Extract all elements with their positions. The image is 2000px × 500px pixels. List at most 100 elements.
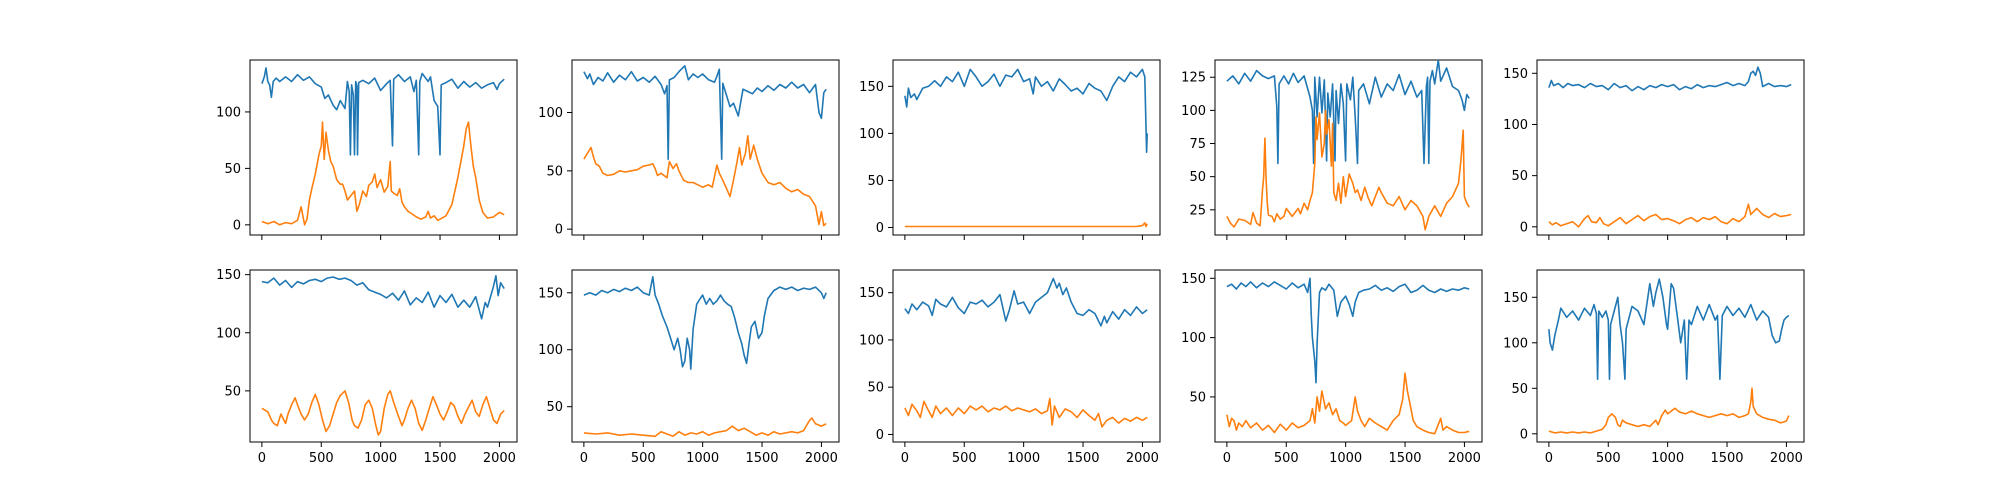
y-tick-label: 100 <box>216 326 241 341</box>
series-2-line <box>1226 372 1470 435</box>
x-tick-label: 2000 <box>1448 451 1481 466</box>
x-tick-label: 1000 <box>1329 451 1362 466</box>
subplot-8: 0 500 1000 1500 2000 0 50 100 150 <box>859 269 1161 466</box>
y-tick-label: 150 <box>538 286 563 301</box>
series-1-line <box>1226 60 1470 165</box>
y-tick-label: 100 <box>538 106 563 121</box>
axes-frame <box>571 269 840 443</box>
y-tick-label: 150 <box>1181 272 1206 287</box>
series-2-line <box>1548 203 1792 228</box>
axes-frame <box>249 59 518 236</box>
x-tick-label: 1500 <box>423 451 456 466</box>
series-2-line <box>261 390 505 436</box>
x-tick-label: 0 <box>901 451 909 466</box>
y-tick-label: 0 <box>876 428 884 443</box>
series-1-line <box>261 67 505 156</box>
x-tick-label: 1000 <box>1007 451 1040 466</box>
y-tick-label: 150 <box>1503 67 1528 82</box>
y-tick-label: 125 <box>1181 71 1206 86</box>
series-1-line <box>583 65 827 160</box>
axes-frame <box>1536 59 1805 236</box>
y-tick-label: 100 <box>1181 104 1206 119</box>
subplot-7: 0 500 1000 1500 2000 50 100 150 <box>538 269 840 466</box>
axes-frame <box>1214 269 1483 443</box>
x-tick-label: 1500 <box>1066 451 1099 466</box>
series-1-line <box>904 68 1148 153</box>
x-tick-label: 500 <box>1596 451 1621 466</box>
series-2-line <box>904 397 1148 428</box>
x-tick-label: 1000 <box>364 451 397 466</box>
x-tick-label: 2000 <box>1770 451 1803 466</box>
y-tick-label: 0 <box>233 218 241 233</box>
x-tick-label: 2000 <box>1126 451 1159 466</box>
y-tick-label: 100 <box>216 105 241 120</box>
axes-frame <box>892 59 1161 236</box>
y-tick-label: 150 <box>1503 291 1528 306</box>
y-tick-label: 150 <box>859 286 884 301</box>
series-1-line <box>1548 278 1790 380</box>
y-tick-label: 0 <box>876 221 884 236</box>
axes-frame <box>1536 269 1805 443</box>
x-tick-label: 1000 <box>1651 451 1684 466</box>
subplot-1: 0 50 100 <box>216 59 518 240</box>
x-tick-label: 500 <box>631 451 656 466</box>
axes-frame <box>571 59 840 236</box>
y-tick-label: 50 <box>1189 390 1206 405</box>
x-tick-label: 1500 <box>1710 451 1743 466</box>
x-tick-label: 2000 <box>805 451 838 466</box>
x-tick-label: 1500 <box>1388 451 1421 466</box>
y-tick-label: 50 <box>224 384 241 399</box>
x-tick-label: 0 <box>258 451 266 466</box>
y-tick-label: 50 <box>867 174 884 189</box>
x-tick-label: 1500 <box>745 451 778 466</box>
subplot-6: 0 500 1000 1500 2000 50 100 150 <box>216 268 518 466</box>
y-tick-label: 50 <box>1189 170 1206 185</box>
y-tick-label: 150 <box>216 268 241 283</box>
series-2-line <box>583 135 827 227</box>
y-tick-label: 100 <box>1503 336 1528 351</box>
y-tick-label: 100 <box>538 343 563 358</box>
x-tick-label: 500 <box>952 451 977 466</box>
axes-frame <box>892 269 1161 443</box>
series-1-line <box>583 276 827 370</box>
y-tick-label: 100 <box>1503 118 1528 133</box>
series-1-line <box>1548 66 1792 92</box>
series-2-line <box>904 222 1148 228</box>
axes-frame <box>1214 59 1483 236</box>
series-2-line <box>261 121 505 226</box>
subplot-3: 0 50 100 150 <box>859 59 1161 240</box>
y-tick-label: 100 <box>859 127 884 142</box>
series-2-line <box>1548 387 1790 434</box>
subplot-2: 0 50 100 <box>538 59 840 240</box>
x-tick-label: 500 <box>309 451 334 466</box>
y-tick-label: 50 <box>224 162 241 177</box>
y-tick-label: 25 <box>1189 203 1206 218</box>
y-tick-label: 50 <box>1511 169 1528 184</box>
y-tick-label: 0 <box>1520 220 1528 235</box>
y-tick-label: 75 <box>1189 137 1206 152</box>
y-tick-label: 150 <box>859 80 884 95</box>
x-tick-label: 500 <box>1274 451 1299 466</box>
subplot-4: 25 50 75 100 125 <box>1181 59 1483 240</box>
x-tick-label: 1000 <box>686 451 719 466</box>
series-2-line <box>583 417 827 438</box>
x-tick-label: 0 <box>1223 451 1231 466</box>
y-tick-label: 100 <box>859 333 884 348</box>
y-tick-label: 50 <box>1511 382 1528 397</box>
y-tick-label: 50 <box>546 400 563 415</box>
x-tick-label: 2000 <box>483 451 516 466</box>
y-tick-label: 100 <box>1181 331 1206 346</box>
y-tick-label: 0 <box>1520 427 1528 442</box>
y-tick-label: 50 <box>867 381 884 396</box>
y-tick-label: 50 <box>546 164 563 179</box>
series-1-line <box>261 275 505 320</box>
series-2-line <box>1226 109 1470 231</box>
subplot-9: 0 500 1000 1500 2000 50 100 150 <box>1181 269 1483 466</box>
subplot-10: 0 500 1000 1500 2000 0 50 100 150 <box>1503 269 1805 466</box>
subplot-5: 0 50 100 150 <box>1503 59 1805 240</box>
x-tick-label: 0 <box>580 451 588 466</box>
y-tick-label: 0 <box>555 223 563 238</box>
x-tick-label: 0 <box>1545 451 1553 466</box>
series-1-line <box>1226 277 1470 384</box>
